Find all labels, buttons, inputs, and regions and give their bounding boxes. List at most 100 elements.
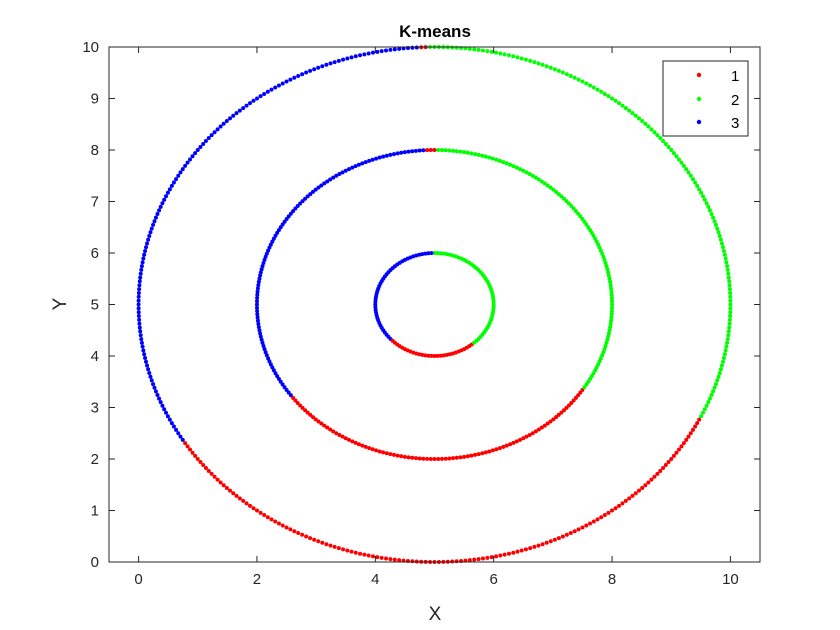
data-point-ring3-cluster2 <box>727 321 732 326</box>
data-point-ring2-cluster1 <box>476 452 481 457</box>
legend-label-3: 3 <box>731 115 739 132</box>
data-point-ring2-cluster1 <box>432 457 437 461</box>
data-point-ring2-cluster3 <box>258 331 263 336</box>
data-point-ring2-cluster2 <box>596 242 601 247</box>
data-point-ring3-cluster2 <box>674 154 679 159</box>
data-point-ring3-cluster3 <box>142 252 147 257</box>
data-point-ring3-cluster2 <box>532 60 537 65</box>
data-point-ring2-cluster3 <box>263 254 268 259</box>
data-point-ring3-cluster2 <box>709 392 714 397</box>
data-point-ring2-cluster3 <box>399 150 404 155</box>
data-point-ring2-cluster2 <box>606 334 611 339</box>
data-point-ring2-cluster1 <box>518 437 523 442</box>
data-point-ring3-cluster2 <box>702 407 707 412</box>
data-point-ring2-cluster2 <box>597 245 602 250</box>
data-point-ring3-cluster3 <box>370 50 375 55</box>
data-point-ring2-cluster3 <box>293 206 298 211</box>
data-point-ring3-cluster1 <box>652 474 657 479</box>
data-point-ring3-cluster3 <box>174 177 179 182</box>
data-point-ring2-cluster2 <box>545 183 550 188</box>
data-point-ring3-cluster3 <box>141 256 146 261</box>
data-point-ring2-cluster2 <box>501 160 506 165</box>
data-point-ring2-cluster2 <box>594 239 599 244</box>
data-point-ring3-cluster2 <box>540 62 545 67</box>
data-point-ring3-cluster2 <box>711 389 716 394</box>
data-point-ring3-cluster3 <box>151 382 156 387</box>
data-point-ring3-cluster3 <box>392 47 397 52</box>
data-point-ring3-cluster2 <box>728 290 733 295</box>
data-point-ring2-cluster1 <box>300 405 305 410</box>
data-point-ring3-cluster2 <box>712 385 717 390</box>
data-point-ring3-cluster3 <box>136 310 141 315</box>
data-point-ring2-cluster1 <box>497 446 502 451</box>
data-point-ring3-cluster1 <box>316 539 321 544</box>
data-point-ring1-cluster3 <box>429 251 434 256</box>
data-point-ring2-cluster1 <box>504 443 509 448</box>
data-point-ring2-cluster1 <box>425 148 430 153</box>
data-point-ring3-cluster1 <box>485 555 490 560</box>
data-point-ring2-cluster1 <box>473 452 478 457</box>
data-point-ring3-cluster1 <box>498 553 503 558</box>
data-point-ring3-cluster3 <box>137 287 142 292</box>
legend-marker-3 <box>696 119 702 125</box>
data-point-ring3-cluster1 <box>663 463 668 468</box>
data-point-ring3-cluster2 <box>658 136 663 140</box>
data-point-ring1-cluster1 <box>441 353 446 358</box>
x-tick-label: 8 <box>608 571 616 588</box>
data-point-ring3-cluster1 <box>231 491 236 496</box>
data-point-ring2-cluster3 <box>255 318 260 323</box>
data-point-ring3-cluster3 <box>147 371 152 375</box>
data-point-ring3-cluster1 <box>556 536 561 541</box>
data-point-ring3-cluster2 <box>536 61 541 66</box>
data-point-ring2-cluster1 <box>303 408 308 413</box>
data-point-ring3-cluster3 <box>149 378 154 383</box>
data-point-ring3-cluster1 <box>358 551 363 556</box>
data-point-ring3-cluster2 <box>595 87 600 92</box>
data-point-ring3-cluster1 <box>560 534 565 539</box>
data-point-ring3-cluster1 <box>697 417 702 422</box>
data-point-ring3-cluster3 <box>228 116 233 121</box>
data-point-ring3-cluster3 <box>221 121 226 126</box>
data-point-ring3-cluster1 <box>686 434 691 439</box>
data-point-ring3-cluster3 <box>375 49 380 54</box>
data-point-ring3-cluster3 <box>158 400 163 405</box>
data-point-ring2-cluster2 <box>589 374 594 379</box>
data-point-ring2-cluster2 <box>601 254 606 259</box>
data-point-ring2-cluster1 <box>356 442 361 447</box>
data-point-ring1-cluster2 <box>444 252 449 257</box>
data-point-ring2-cluster3 <box>259 337 264 342</box>
data-point-ring3-cluster1 <box>228 488 233 493</box>
data-point-ring3-cluster1 <box>620 501 625 506</box>
data-point-ring3-cluster2 <box>684 167 689 172</box>
data-point-ring2-cluster3 <box>276 228 281 233</box>
data-point-ring3-cluster2 <box>646 124 651 129</box>
data-point-ring3-cluster1 <box>224 485 229 490</box>
data-point-ring3-cluster3 <box>212 130 217 135</box>
data-point-ring3-cluster1 <box>384 556 389 561</box>
data-point-ring2-cluster1 <box>421 456 426 461</box>
data-point-ring3-cluster1 <box>519 548 524 553</box>
data-point-ring3-cluster1 <box>627 496 632 501</box>
data-point-ring3-cluster3 <box>139 264 144 269</box>
data-point-ring2-cluster3 <box>331 175 336 180</box>
data-point-ring3-cluster2 <box>728 294 733 299</box>
data-point-ring2-cluster3 <box>316 185 321 190</box>
data-point-ring2-cluster2 <box>610 305 615 310</box>
data-point-ring3-cluster2 <box>515 55 520 60</box>
data-point-ring3-cluster3 <box>171 180 176 185</box>
data-point-ring2-cluster3 <box>384 153 389 158</box>
data-point-ring2-cluster3 <box>273 233 278 238</box>
data-point-ring3-cluster3 <box>167 187 172 192</box>
data-point-ring3-cluster1 <box>584 523 589 528</box>
data-point-ring3-cluster3 <box>160 403 165 408</box>
data-point-ring2-cluster1 <box>353 440 358 445</box>
data-point-ring3-cluster3 <box>151 222 156 227</box>
data-point-ring3-cluster1 <box>255 508 260 513</box>
data-point-ring2-cluster3 <box>273 371 278 376</box>
data-point-ring2-cluster1 <box>350 439 355 444</box>
data-point-ring2-cluster2 <box>521 168 526 173</box>
data-point-ring2-cluster3 <box>260 264 265 269</box>
data-point-ring3-cluster2 <box>699 190 704 195</box>
data-point-ring2-cluster1 <box>406 455 411 460</box>
y-tick-label: 7 <box>91 194 99 211</box>
